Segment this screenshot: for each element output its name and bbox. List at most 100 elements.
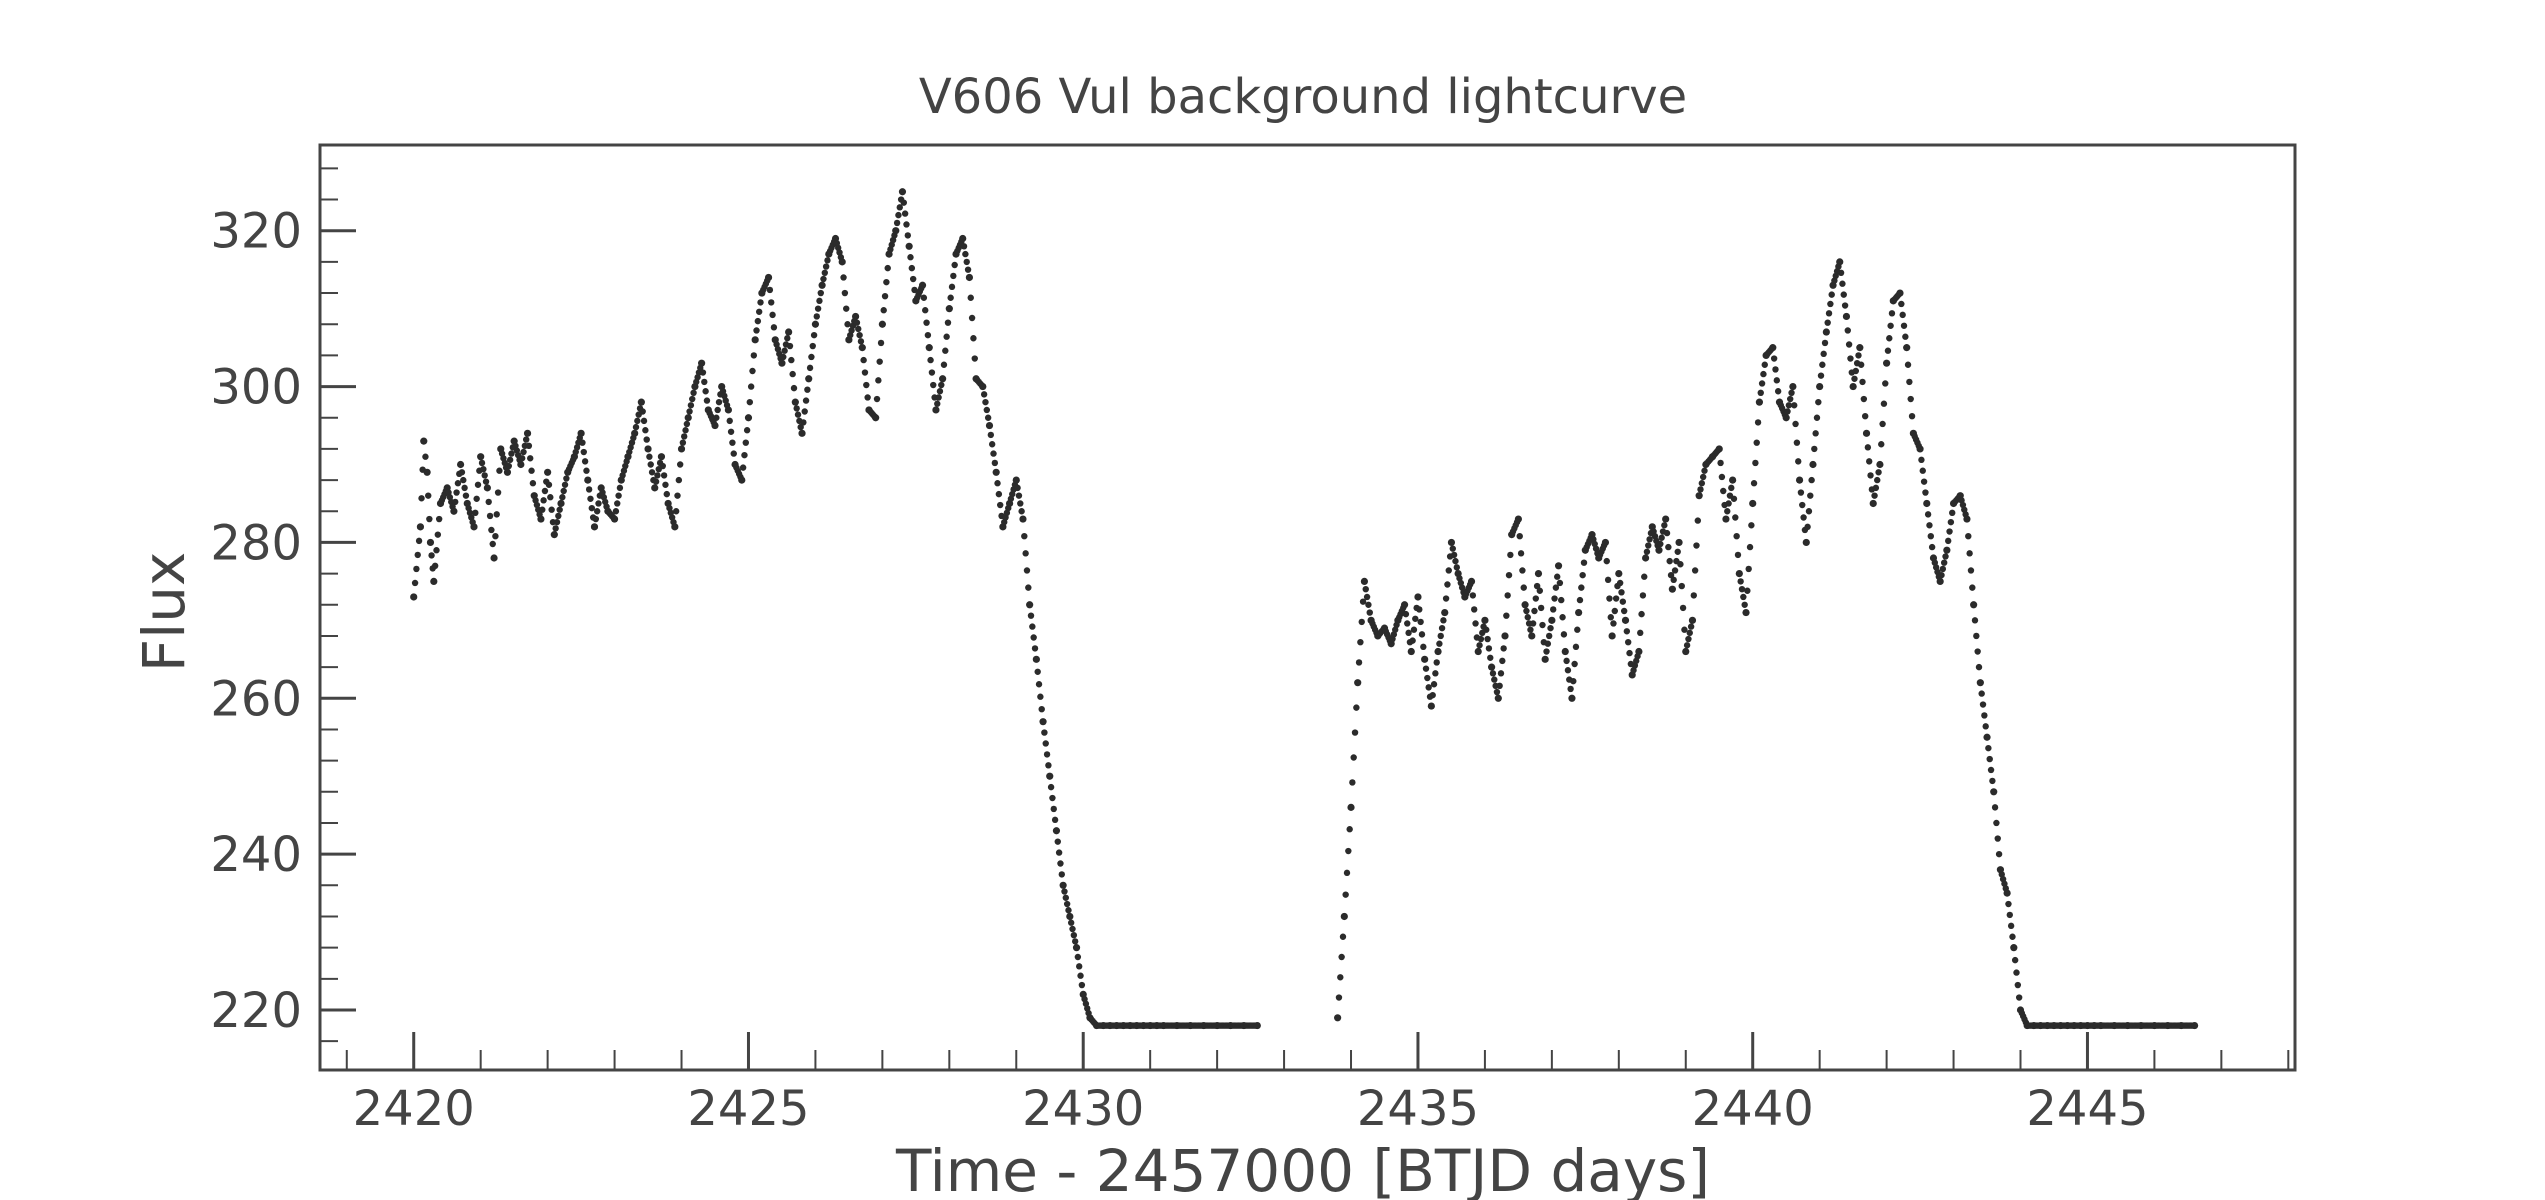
data-point	[713, 414, 720, 421]
data-point	[1567, 685, 1574, 693]
data-point	[990, 450, 997, 457]
data-point	[555, 512, 562, 520]
data-point	[1657, 540, 1664, 548]
data-point	[1026, 601, 1034, 609]
data-point	[1666, 557, 1673, 565]
data-point	[1675, 538, 1683, 547]
data-point	[523, 436, 530, 443]
data-point	[1507, 551, 1514, 559]
data-point	[1701, 467, 1708, 474]
data-point	[1811, 445, 1818, 453]
data-point	[1052, 827, 1061, 835]
data-point	[875, 377, 882, 384]
data-point	[968, 314, 976, 322]
data-point	[944, 319, 952, 326]
data-point	[1884, 347, 1892, 354]
data-point	[1537, 604, 1545, 612]
data-point	[528, 467, 535, 474]
data-point	[967, 294, 974, 301]
data-point	[1072, 944, 1081, 952]
data-point	[1738, 585, 1746, 593]
data-point	[496, 467, 503, 474]
data-point	[1866, 458, 1873, 465]
data-point	[1938, 571, 1945, 579]
data-point	[980, 391, 988, 398]
data-point	[1822, 328, 1830, 336]
data-point	[1882, 380, 1889, 387]
data-point	[858, 344, 866, 352]
data-point	[1404, 620, 1411, 627]
data-point	[1966, 550, 1973, 557]
data-point	[1574, 626, 1581, 633]
data-point	[1425, 684, 1432, 691]
data-point	[1019, 515, 1027, 523]
data-point	[1965, 532, 1972, 540]
data-point	[965, 273, 974, 282]
data-point	[1349, 779, 1356, 786]
data-point	[1551, 595, 1558, 602]
data-point	[541, 487, 549, 495]
data-point	[423, 468, 431, 476]
data-point	[1534, 570, 1543, 578]
data-point	[800, 419, 807, 426]
data-point	[1949, 509, 1956, 517]
data-point	[1641, 573, 1648, 580]
data-point	[577, 429, 585, 437]
data-point	[639, 408, 646, 415]
data-point	[1799, 501, 1806, 509]
data-point	[1646, 536, 1653, 543]
data-point	[1718, 473, 1726, 481]
data-point	[809, 342, 816, 350]
data-point	[1059, 881, 1067, 889]
data-point	[820, 275, 827, 283]
data-point	[1610, 620, 1617, 627]
data-point	[1923, 499, 1931, 508]
data-point	[587, 495, 594, 502]
data-point	[1867, 472, 1874, 479]
data-point	[935, 394, 942, 401]
data-point	[1054, 838, 1061, 845]
y-tick-label: 300	[210, 360, 302, 416]
data-point	[642, 427, 649, 434]
data-point	[1061, 888, 1068, 895]
data-point	[962, 250, 969, 258]
data-point	[1717, 459, 1724, 467]
data-point	[663, 490, 670, 498]
data-point	[1476, 642, 1483, 649]
data-point	[950, 272, 957, 280]
data-point	[1906, 378, 1913, 386]
data-point	[1773, 377, 1781, 384]
data-point	[893, 219, 901, 227]
data-point	[1029, 623, 1036, 630]
data-point	[1471, 606, 1478, 613]
data-point	[1623, 628, 1631, 635]
data-point	[928, 369, 936, 376]
data-point	[738, 476, 746, 484]
data-point	[1434, 647, 1442, 656]
data-point	[1813, 414, 1821, 421]
data-point	[1809, 460, 1817, 469]
data-point	[742, 439, 749, 446]
data-point	[1737, 578, 1744, 585]
data-point	[1414, 593, 1422, 601]
data-point	[540, 497, 547, 504]
data-point	[1670, 576, 1677, 584]
data-point	[1345, 847, 1352, 855]
data-point	[781, 347, 788, 354]
data-point	[486, 512, 494, 520]
data-point	[1607, 614, 1614, 621]
data-point	[778, 359, 786, 367]
data-point	[1685, 635, 1692, 643]
data-point	[1976, 679, 1984, 687]
data-point	[1342, 891, 1349, 898]
data-point	[2190, 1021, 2199, 1030]
data-point	[1539, 621, 1546, 629]
data-point	[1416, 606, 1423, 613]
data-point	[1728, 484, 1735, 492]
data-point	[1350, 754, 1357, 761]
data-point	[1521, 601, 1529, 609]
data-point	[480, 465, 487, 473]
data-point	[1532, 595, 1539, 602]
data-point	[1991, 804, 1999, 811]
data-point	[924, 331, 932, 339]
